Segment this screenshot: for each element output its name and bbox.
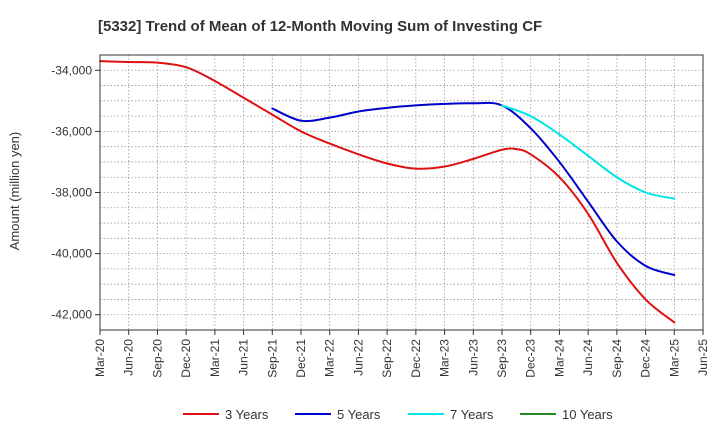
x-tick-label: Sep-20 (150, 339, 164, 378)
x-tick-label: Dec-21 (294, 339, 308, 378)
x-tick-label: Jun-21 (237, 339, 251, 376)
x-tick-label: Dec-20 (179, 339, 193, 378)
y-tick-label: -34,000 (51, 63, 92, 77)
legend-label-3-years: 3 Years (225, 407, 269, 422)
legend-label-10-years: 10 Years (562, 407, 613, 422)
x-tick-label: Dec-23 (524, 339, 538, 378)
series-line-5-years (271, 101, 676, 276)
x-tick-label: Jun-20 (122, 339, 136, 376)
x-tick-label: Jun-24 (581, 339, 595, 376)
x-tick-label: Dec-24 (639, 339, 653, 378)
series-line-3-years (99, 60, 676, 324)
legend-label-5-years: 5 Years (337, 407, 381, 422)
legend-label-7-years: 7 Years (450, 407, 494, 422)
y-tick-label: -42,000 (51, 308, 92, 322)
x-tick-label: Jun-23 (466, 339, 480, 376)
chart-title: [5332] Trend of Mean of 12-Month Moving … (98, 18, 542, 35)
y-tick-label: -38,000 (51, 186, 92, 200)
x-tick-label: Mar-23 (438, 339, 452, 377)
x-tick-label: Jun-22 (351, 339, 365, 376)
series-line-7-years (501, 104, 676, 200)
x-tick-label: Mar-24 (552, 339, 566, 377)
x-tick-label: Sep-22 (380, 339, 394, 378)
x-tick-label: Mar-25 (667, 339, 681, 377)
x-tick-label: Sep-23 (495, 339, 509, 378)
y-tick-label: -40,000 (51, 247, 92, 261)
y-tick-label: -36,000 (51, 124, 92, 138)
x-tick-label: Mar-22 (323, 339, 337, 377)
x-tick-label: Jun-25 (696, 339, 710, 376)
y-axis-label: Amount (million yen) (7, 132, 22, 251)
x-tick-label: Dec-22 (409, 339, 423, 378)
x-tick-label: Sep-21 (265, 339, 279, 378)
x-tick-label: Sep-24 (610, 339, 624, 378)
x-tick-label: Mar-21 (208, 339, 222, 377)
x-tick-label: Mar-20 (93, 339, 107, 377)
